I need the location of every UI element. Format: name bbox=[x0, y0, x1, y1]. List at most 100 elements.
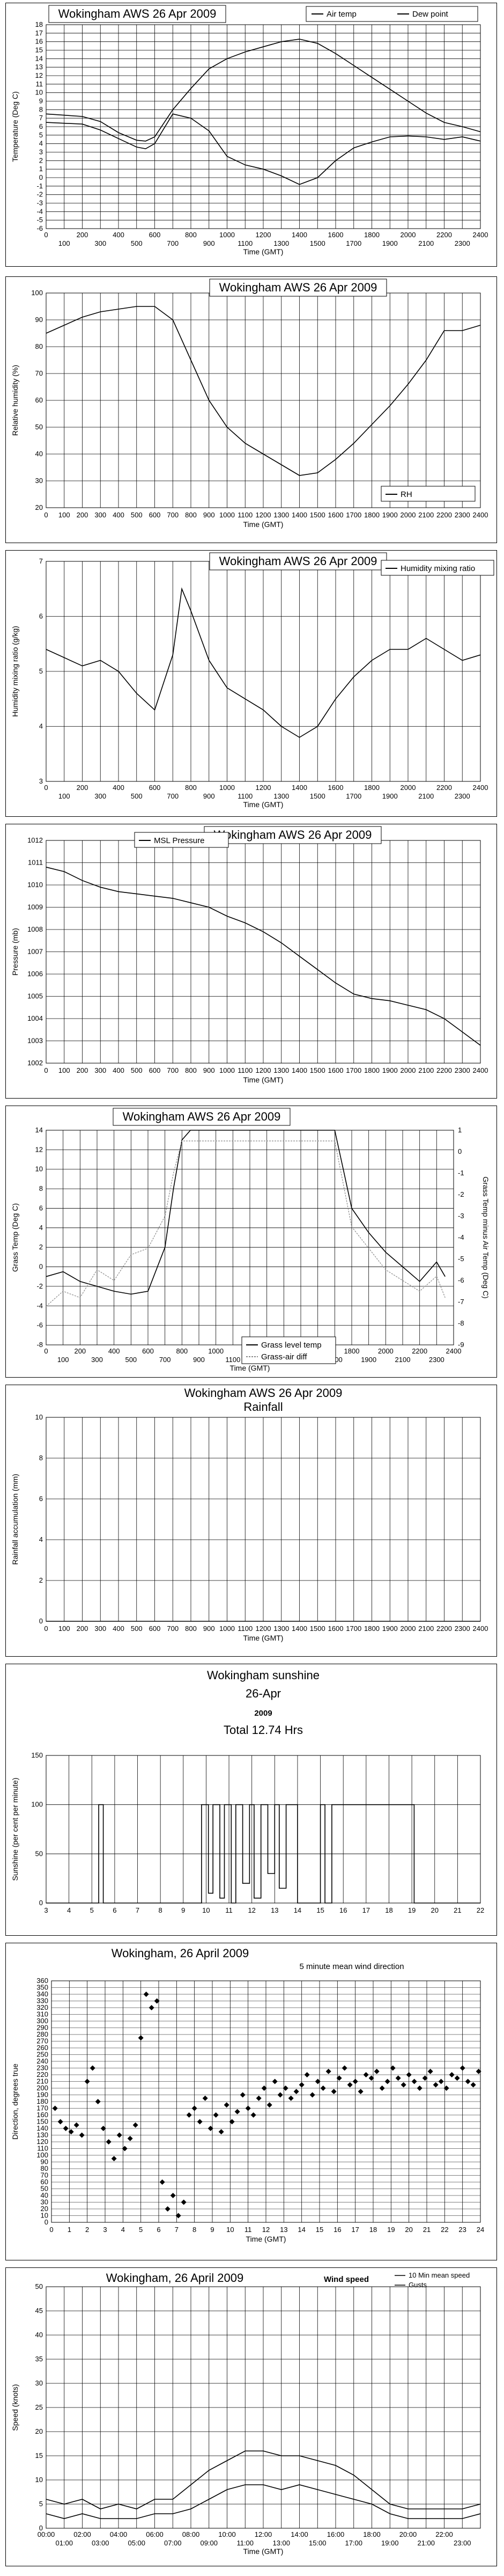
x-tick-label: 23 bbox=[458, 2226, 466, 2234]
x-tick-label-bottom: 1100 bbox=[238, 239, 253, 247]
x-tick-label: 1500 bbox=[310, 511, 325, 519]
y-tick-label: 15 bbox=[35, 2451, 43, 2460]
y-tick-label: 45 bbox=[35, 2307, 43, 2315]
x-tick-label-bottom: 01:00 bbox=[55, 2539, 73, 2547]
x-tick-label: 1 bbox=[68, 2226, 71, 2234]
x-tick-label: 8 bbox=[159, 1906, 162, 1914]
title-box bbox=[209, 552, 387, 570]
y-tick-label: -1 bbox=[36, 182, 43, 190]
x-tick-label-top: 1400 bbox=[292, 231, 307, 239]
y-tick-label: 1 bbox=[39, 165, 43, 173]
x-tick-label-top: 2400 bbox=[473, 231, 488, 239]
y2-tick-label: -7 bbox=[458, 1298, 464, 1306]
x-tick-label: 19 bbox=[387, 2226, 395, 2234]
x-tick-label: 1900 bbox=[382, 1624, 398, 1633]
legend-label: 10 Min mean speed bbox=[409, 2271, 470, 2279]
x-tick-label: 2400 bbox=[473, 511, 488, 519]
chart-title: Wokingham AWS 26 Apr 2009 bbox=[123, 1110, 281, 1123]
x-tick-label: 300 bbox=[94, 1624, 106, 1633]
data-point bbox=[149, 2005, 154, 2010]
x-tick-label-top: 600 bbox=[142, 1347, 154, 1355]
chart-title: Wokingham AWS 26 Apr 2009 bbox=[58, 7, 217, 20]
y-axis-label: Grass Temp (Deg C) bbox=[11, 1203, 19, 1272]
x-tick-label: 12 bbox=[248, 1906, 255, 1914]
y-tick-label: 170 bbox=[36, 2104, 48, 2112]
x-tick-label: 21 bbox=[423, 2226, 431, 2234]
x-tick-label-top: 18:00 bbox=[363, 2530, 381, 2538]
x-tick-label-top: 2200 bbox=[412, 1347, 427, 1355]
x-tick-label: 5 bbox=[90, 1906, 94, 1914]
chart-title: Wokingham AWS 26 Apr 2009 bbox=[184, 1386, 343, 1400]
x-tick-label-bottom: 1500 bbox=[310, 239, 325, 247]
chart-title: Wokingham sunshine bbox=[207, 1668, 320, 1682]
x-tick-label: 900 bbox=[203, 511, 215, 519]
data-point bbox=[100, 2126, 106, 2131]
x-tick-label: 2100 bbox=[418, 1066, 434, 1074]
data-point bbox=[234, 2109, 240, 2114]
x-tick-label: 11 bbox=[244, 2226, 252, 2234]
x-tick-label-top: 200 bbox=[77, 231, 88, 239]
y-tick-label: 4 bbox=[39, 1224, 43, 1232]
data-point bbox=[320, 2085, 326, 2091]
legend-label: Grass-air diff bbox=[261, 1352, 307, 1362]
y2-tick-label: -2 bbox=[458, 1190, 464, 1198]
data-point bbox=[331, 2089, 337, 2095]
data-point bbox=[122, 2146, 128, 2151]
x-tick-label-top: 1000 bbox=[219, 231, 235, 239]
data-point bbox=[132, 2122, 138, 2128]
x-tick-label: 7 bbox=[136, 1906, 139, 1914]
data-point bbox=[449, 2072, 455, 2077]
x-tick-label: 1400 bbox=[292, 1066, 307, 1074]
y-tick-label: 1012 bbox=[27, 836, 43, 844]
y-tick-label: 3 bbox=[39, 777, 43, 785]
data-point bbox=[293, 2089, 299, 2095]
x-tick-label-bottom: 2300 bbox=[429, 1356, 444, 1364]
data-point bbox=[465, 2079, 471, 2084]
y-tick-label: -3 bbox=[36, 199, 43, 207]
y-tick-label: 4 bbox=[39, 1535, 43, 1543]
y-tick-label: 6 bbox=[39, 1495, 43, 1503]
y-tick-label: 2 bbox=[39, 156, 43, 164]
data-point bbox=[336, 2075, 342, 2081]
title-box bbox=[48, 5, 226, 23]
x-tick-label: 1300 bbox=[273, 1624, 289, 1633]
x-tick-label-top: 1400 bbox=[292, 784, 307, 792]
x-tick-label: 2200 bbox=[436, 1624, 452, 1633]
x-tick-label-bottom: 1700 bbox=[346, 239, 361, 247]
y-tick-label: 1002 bbox=[27, 1059, 43, 1067]
x-tick-label-bottom: 500 bbox=[125, 1356, 137, 1364]
data-point bbox=[438, 2079, 444, 2084]
data-point bbox=[433, 2082, 439, 2088]
y-tick-label: 70 bbox=[35, 369, 43, 377]
chart-grass-temp-svg: -8 -6 -4 -2 0 2 4 6 8 10 12 14 -9 -8 -7 -6 -5 -4 -3 -2 -1 0 1 G… bbox=[11, 1108, 490, 1372]
x-tick-label: 13 bbox=[280, 2226, 287, 2234]
y-tick-label: 2 bbox=[39, 1243, 43, 1251]
y-tick-label: 200 bbox=[36, 2084, 48, 2092]
x-tick-label-bottom: 03:00 bbox=[92, 2539, 109, 2547]
legend-box bbox=[241, 1336, 336, 1364]
chart-rainfall: 0 2 4 6 8 10 0 100 200 300 400 500 600 700 800 900 1000 1… bbox=[5, 1385, 497, 1657]
x-tick-label: 4 bbox=[67, 1906, 71, 1914]
chart-temperature: -6 -5 -4 -3 -2 -1 0 1 2 3 4 5 6 7 8 9 10 11 12 13 14 15 16 17 18… bbox=[5, 3, 497, 267]
x-tick-label: 1100 bbox=[238, 1624, 253, 1633]
x-tick-label: 14 bbox=[294, 1906, 301, 1914]
chart-humidity: 20 30 40 50 60 70 80 90 100 0 100 200 300 400 500 600 70… bbox=[5, 276, 497, 543]
data-point bbox=[411, 2079, 417, 2084]
x-tick-label-bottom: 2100 bbox=[418, 239, 434, 247]
x-tick-label: 1800 bbox=[364, 1624, 380, 1633]
x-tick-label-top: 0 bbox=[44, 1347, 48, 1355]
data-point bbox=[266, 2102, 272, 2108]
x-tick-label: 600 bbox=[149, 511, 161, 519]
y-tick-label: 5 bbox=[39, 131, 43, 139]
chart-wind-speed: 0 5 10 15 20 25 30 35 40 45 50 00:00 02:00 04:00 06:00… bbox=[5, 2267, 497, 2566]
x-tick-label: 1400 bbox=[292, 1624, 307, 1633]
x-tick-label-top: 06:00 bbox=[146, 2530, 164, 2538]
series-line bbox=[46, 2484, 481, 2519]
data-point bbox=[406, 2072, 412, 2077]
y-tick-label: 10 bbox=[41, 2212, 48, 2220]
y-tick-label: 100 bbox=[31, 1801, 43, 1809]
data-point bbox=[358, 2089, 364, 2095]
y-tick-label: 160 bbox=[36, 2111, 48, 2119]
y-tick-label: 50 bbox=[41, 2185, 48, 2193]
